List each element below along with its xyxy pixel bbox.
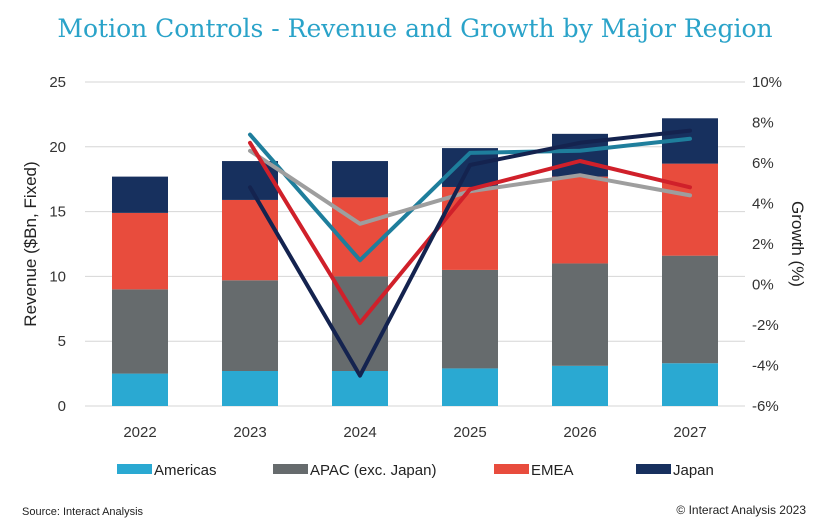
- legend-swatch: [117, 464, 152, 474]
- growth-line: [248, 128, 692, 378]
- y-tick-label: 5: [58, 333, 66, 350]
- bar-segment: [662, 363, 718, 406]
- bar-segment: [552, 176, 608, 264]
- bar-segment: [222, 371, 278, 406]
- growth-line: [248, 132, 692, 263]
- y2-tick-label: -4%: [752, 358, 779, 375]
- bar-segment: [112, 176, 168, 213]
- y2-tick-label: 4%: [752, 196, 774, 213]
- legend: Americas APAC (exc. Japan) EMEA Japan: [117, 462, 714, 479]
- gridlines: [85, 81, 745, 407]
- y2-tick-label: 8%: [752, 115, 774, 132]
- bar-segment: [552, 365, 608, 406]
- y-axis-title: Revenue ($Bn, Fixed): [21, 161, 40, 326]
- chart-title: Motion Controls - Revenue and Growth by …: [57, 14, 773, 43]
- legend-swatch: [273, 464, 308, 474]
- x-tick-label: 2026: [563, 424, 596, 441]
- bar-segment: [222, 199, 278, 281]
- x-tick-label: 2024: [343, 424, 376, 441]
- legend-label: Americas: [154, 462, 217, 479]
- legend-label: EMEA: [531, 462, 574, 479]
- x-tick-label: 2025: [453, 424, 486, 441]
- source-note: Source: Interact Analysis: [22, 506, 144, 518]
- bar-segment: [112, 373, 168, 406]
- y2-tick-label: -6%: [752, 398, 779, 415]
- y2-tick-label: 10%: [752, 74, 782, 91]
- bar-segment: [662, 163, 718, 256]
- bar-segment: [662, 255, 718, 364]
- growth-lines: [248, 128, 692, 378]
- legend-swatch: [494, 464, 529, 474]
- legend-label: APAC (exc. Japan): [310, 462, 436, 479]
- bar-segment: [552, 263, 608, 366]
- copyright-note: © Interact Analysis 2023: [676, 503, 806, 517]
- x-tick-label: 2023: [233, 424, 266, 441]
- legend-label: Japan: [673, 462, 714, 479]
- bar-segment: [442, 269, 498, 369]
- y2-tick-label: 2%: [752, 236, 774, 253]
- y-tick-label: 0: [58, 398, 66, 415]
- y2-axis-title: Growth (%): [788, 201, 807, 287]
- bar-segment: [112, 289, 168, 374]
- bar-segment: [442, 368, 498, 406]
- bar-segment: [222, 280, 278, 372]
- y-tick-label: 15: [49, 204, 66, 221]
- bar-segment: [332, 161, 388, 198]
- y2-tick-label: -2%: [752, 317, 779, 334]
- y-tick-label: 10: [49, 268, 66, 285]
- x-tick-label: 2027: [673, 424, 706, 441]
- bar-segment: [112, 212, 168, 290]
- bar-segment: [222, 161, 278, 200]
- y-tick-label: 20: [49, 139, 66, 156]
- y-tick-label: 25: [49, 74, 66, 91]
- growth-line: [248, 140, 692, 325]
- y2-tick-label: 6%: [752, 155, 774, 172]
- x-tick-label: 2022: [123, 424, 156, 441]
- legend-swatch: [636, 464, 671, 474]
- y2-tick-label: 0%: [752, 277, 774, 294]
- bar-stacks: [112, 118, 718, 406]
